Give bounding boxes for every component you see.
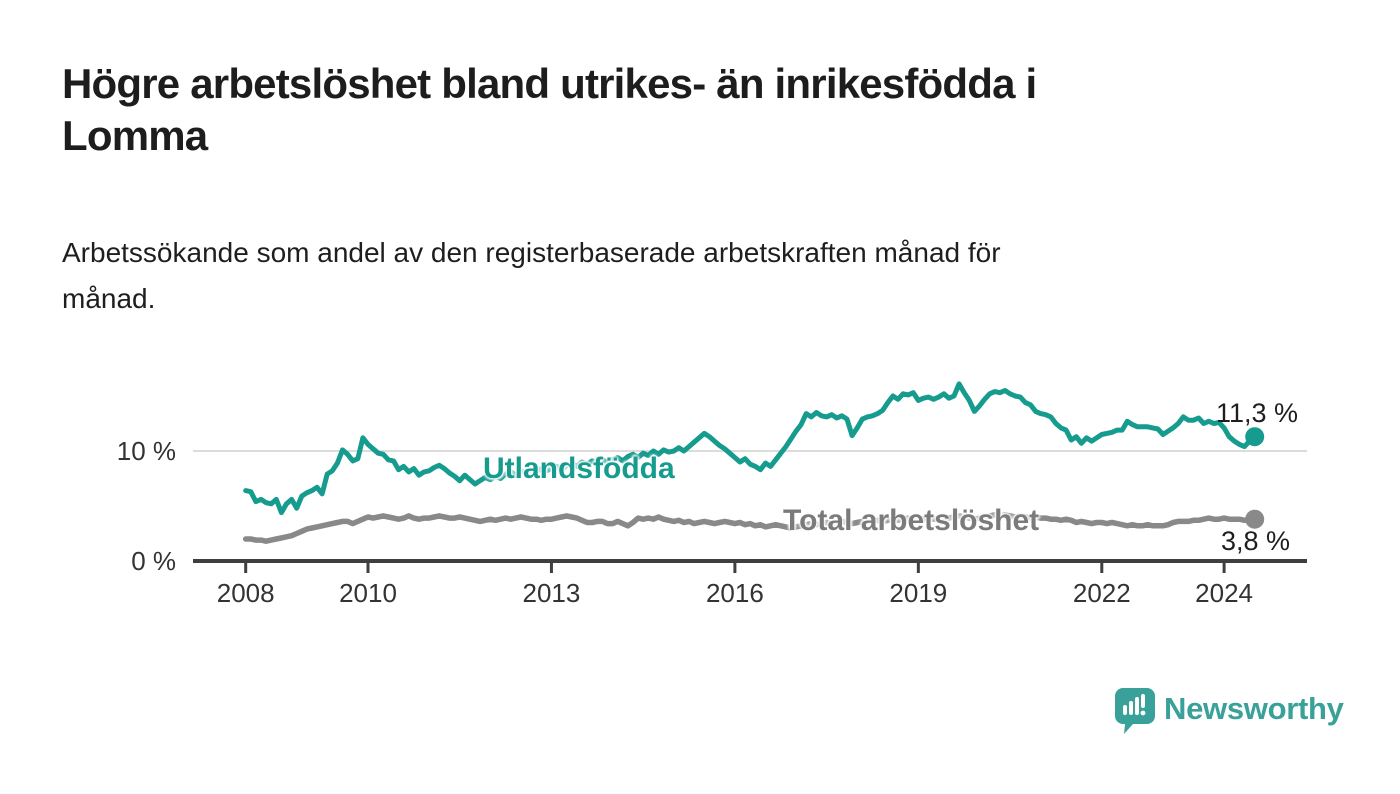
end-dot-1 — [1245, 427, 1265, 447]
x-tick-label-2019: 2019 — [889, 578, 948, 608]
end-dot-0 — [1245, 509, 1265, 529]
end-value-label-total: 3,8 % — [1221, 526, 1291, 556]
chart-subtitle: Arbetssökande som andel av den registerb… — [62, 230, 1282, 322]
newsworthy-logo-icon — [1115, 688, 1155, 734]
brand-name: Newsworthy — [1164, 691, 1344, 726]
line-0 — [242, 512, 1258, 544]
end-value-label-utlandsfodda: 11,3 % — [1216, 398, 1299, 428]
x-tick-label-2008: 2008 — [216, 578, 275, 608]
x-tick-label-2016: 2016 — [705, 578, 764, 608]
series-label-total-arbetsloshet: Total arbetslöshet — [783, 504, 1040, 537]
y-axis-label-0: 0 % — [131, 546, 176, 576]
page-title-line2: Lomma — [62, 112, 208, 159]
series-label-utlandsfodda: Utlandsfödda — [483, 452, 675, 485]
page-title: Högre arbetslöshet bland utrikes- än inr… — [62, 58, 1352, 162]
x-axis-labels: 2008 2010 2013 2016 2019 2022 2024 — [0, 578, 1400, 608]
y-axis-label-10: 10 % — [116, 436, 176, 466]
chart-subtitle-line1: Arbetssökande som andel av den registerb… — [62, 237, 1001, 268]
line-1 — [243, 381, 1258, 516]
x-tick-label-2022: 2022 — [1072, 578, 1131, 608]
x-tick-label-2010: 2010 — [339, 578, 397, 608]
chart-subtitle-line2: månad. — [62, 283, 156, 314]
x-tick-label-2024: 2024 — [1195, 578, 1254, 608]
page-title-line1: Högre arbetslöshet bland utrikes- än inr… — [62, 60, 1037, 107]
x-tick-label-2013: 2013 — [522, 578, 581, 608]
